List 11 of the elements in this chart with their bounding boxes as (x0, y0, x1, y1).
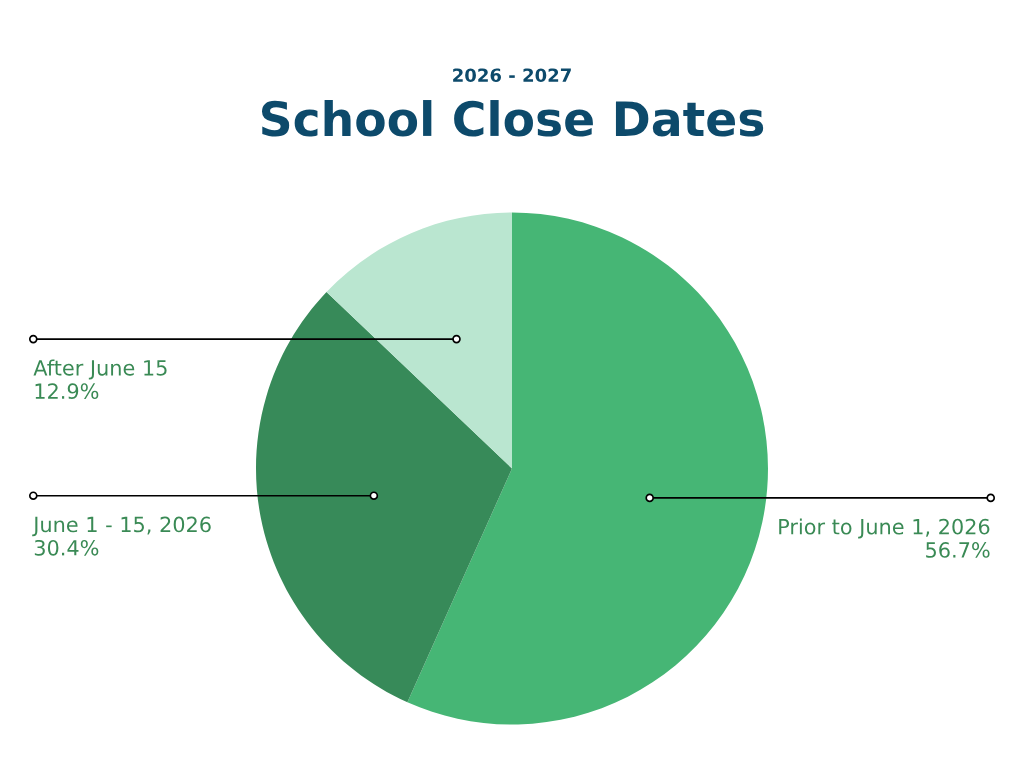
pie-slice (407, 212, 768, 725)
slice-label: After June 15 (33, 359, 167, 380)
slice-label: June 1 - 15, 2026 (32, 516, 211, 537)
pie-slice (326, 212, 512, 469)
data-label: 30.4% (34, 539, 99, 556)
chart-subtitle: 2026 - 2027 (453, 68, 571, 83)
data-label: 56.7% (926, 542, 990, 558)
pie-slice (256, 292, 512, 703)
data-label: 12.9% (35, 383, 99, 400)
chart-title: School Close Dates (262, 100, 764, 137)
slice-label: Prior to June 1, 2026 (779, 518, 990, 539)
